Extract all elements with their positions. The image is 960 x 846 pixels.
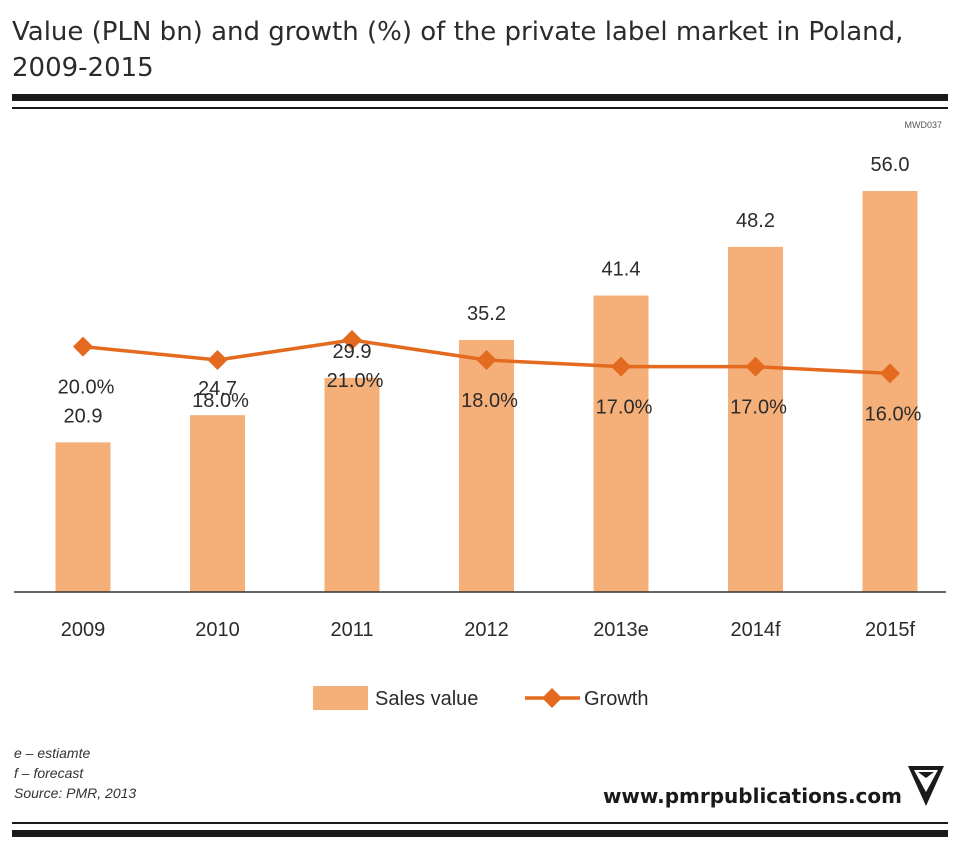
x-tick-label: 2014f <box>730 619 780 641</box>
growth-value-label: 18.0% <box>461 390 518 412</box>
bar-2013e <box>593 295 649 592</box>
growth-point <box>207 350 228 371</box>
pmr-logo-icon <box>908 766 944 806</box>
footer-rule-thick <box>12 830 948 837</box>
bar-2012 <box>459 339 514 592</box>
growth-value-label: 17.0% <box>596 397 653 419</box>
growth-point <box>611 356 631 377</box>
x-tick-label: 2010 <box>195 619 240 641</box>
bar-2014f <box>728 246 783 592</box>
chart-code: MWD037 <box>904 120 942 130</box>
header-rule-thin <box>12 107 948 109</box>
bar-value-label: 41.4 <box>602 259 641 281</box>
bar-value-label: 35.2 <box>467 303 506 325</box>
growth-value-label: 20.0% <box>58 377 115 399</box>
footnote-source: Source: PMR, 2013 <box>14 785 137 801</box>
bar-2011 <box>324 377 380 592</box>
legend-label-sales: Sales value <box>375 688 478 710</box>
growth-point <box>745 356 766 377</box>
x-tick-label: 2015f <box>865 619 915 641</box>
chart-title: Value (PLN bn) and growth (%) of the pri… <box>12 17 904 83</box>
bar-value-label: 48.2 <box>736 210 775 232</box>
legend-marker-growth <box>542 688 562 708</box>
footer-rule-thin <box>12 822 948 824</box>
bar-value-label: 56.0 <box>871 154 910 176</box>
x-tick-label: 2012 <box>464 619 509 641</box>
footnotes: e – estiamte f – forecast Source: PMR, 2… <box>14 743 136 803</box>
growth-value-label: 21.0% <box>327 370 384 392</box>
x-tick-label: 2011 <box>330 619 373 641</box>
growth-point <box>880 363 900 384</box>
bar-value-label: 24.7 <box>198 378 237 400</box>
growth-point <box>73 336 93 357</box>
growth-value-label: 16.0% <box>865 403 922 425</box>
growth-line-layer <box>73 330 900 384</box>
x-tick-label: 2013e <box>593 619 649 641</box>
footnote-forecast: f – forecast <box>14 765 84 781</box>
growth-point <box>476 350 497 371</box>
footnote-estimate: e – estiamte <box>14 745 91 761</box>
bar-2009 <box>55 442 111 592</box>
growth-value-label: 17.0% <box>730 397 787 419</box>
bar-2015f <box>862 191 918 592</box>
legend-label-growth: Growth <box>584 688 648 710</box>
bar-value-label: 20.9 <box>64 405 103 427</box>
website-link[interactable]: www.pmrpublications.com <box>602 784 902 808</box>
labels-layer: 20.9 2009 20.0% 24.7 2010 18.0% 29.9 2011 21.0% 3… <box>58 154 922 641</box>
header-rule-thick <box>12 94 948 101</box>
legend: Sales value Growth <box>313 686 648 710</box>
growth-value-label: 18.0% <box>192 390 249 412</box>
chart-area: 20.9 2009 20.0% 24.7 2010 18.0% 29.9 2011 21.0% 3… <box>14 154 946 710</box>
bar-2010 <box>190 415 245 592</box>
x-tick-label: 2009 <box>61 619 106 641</box>
legend-swatch-sales <box>313 686 368 710</box>
growth-point <box>342 330 362 350</box>
bars-layer <box>55 191 918 592</box>
bar-value-label: 29.9 <box>333 341 372 363</box>
